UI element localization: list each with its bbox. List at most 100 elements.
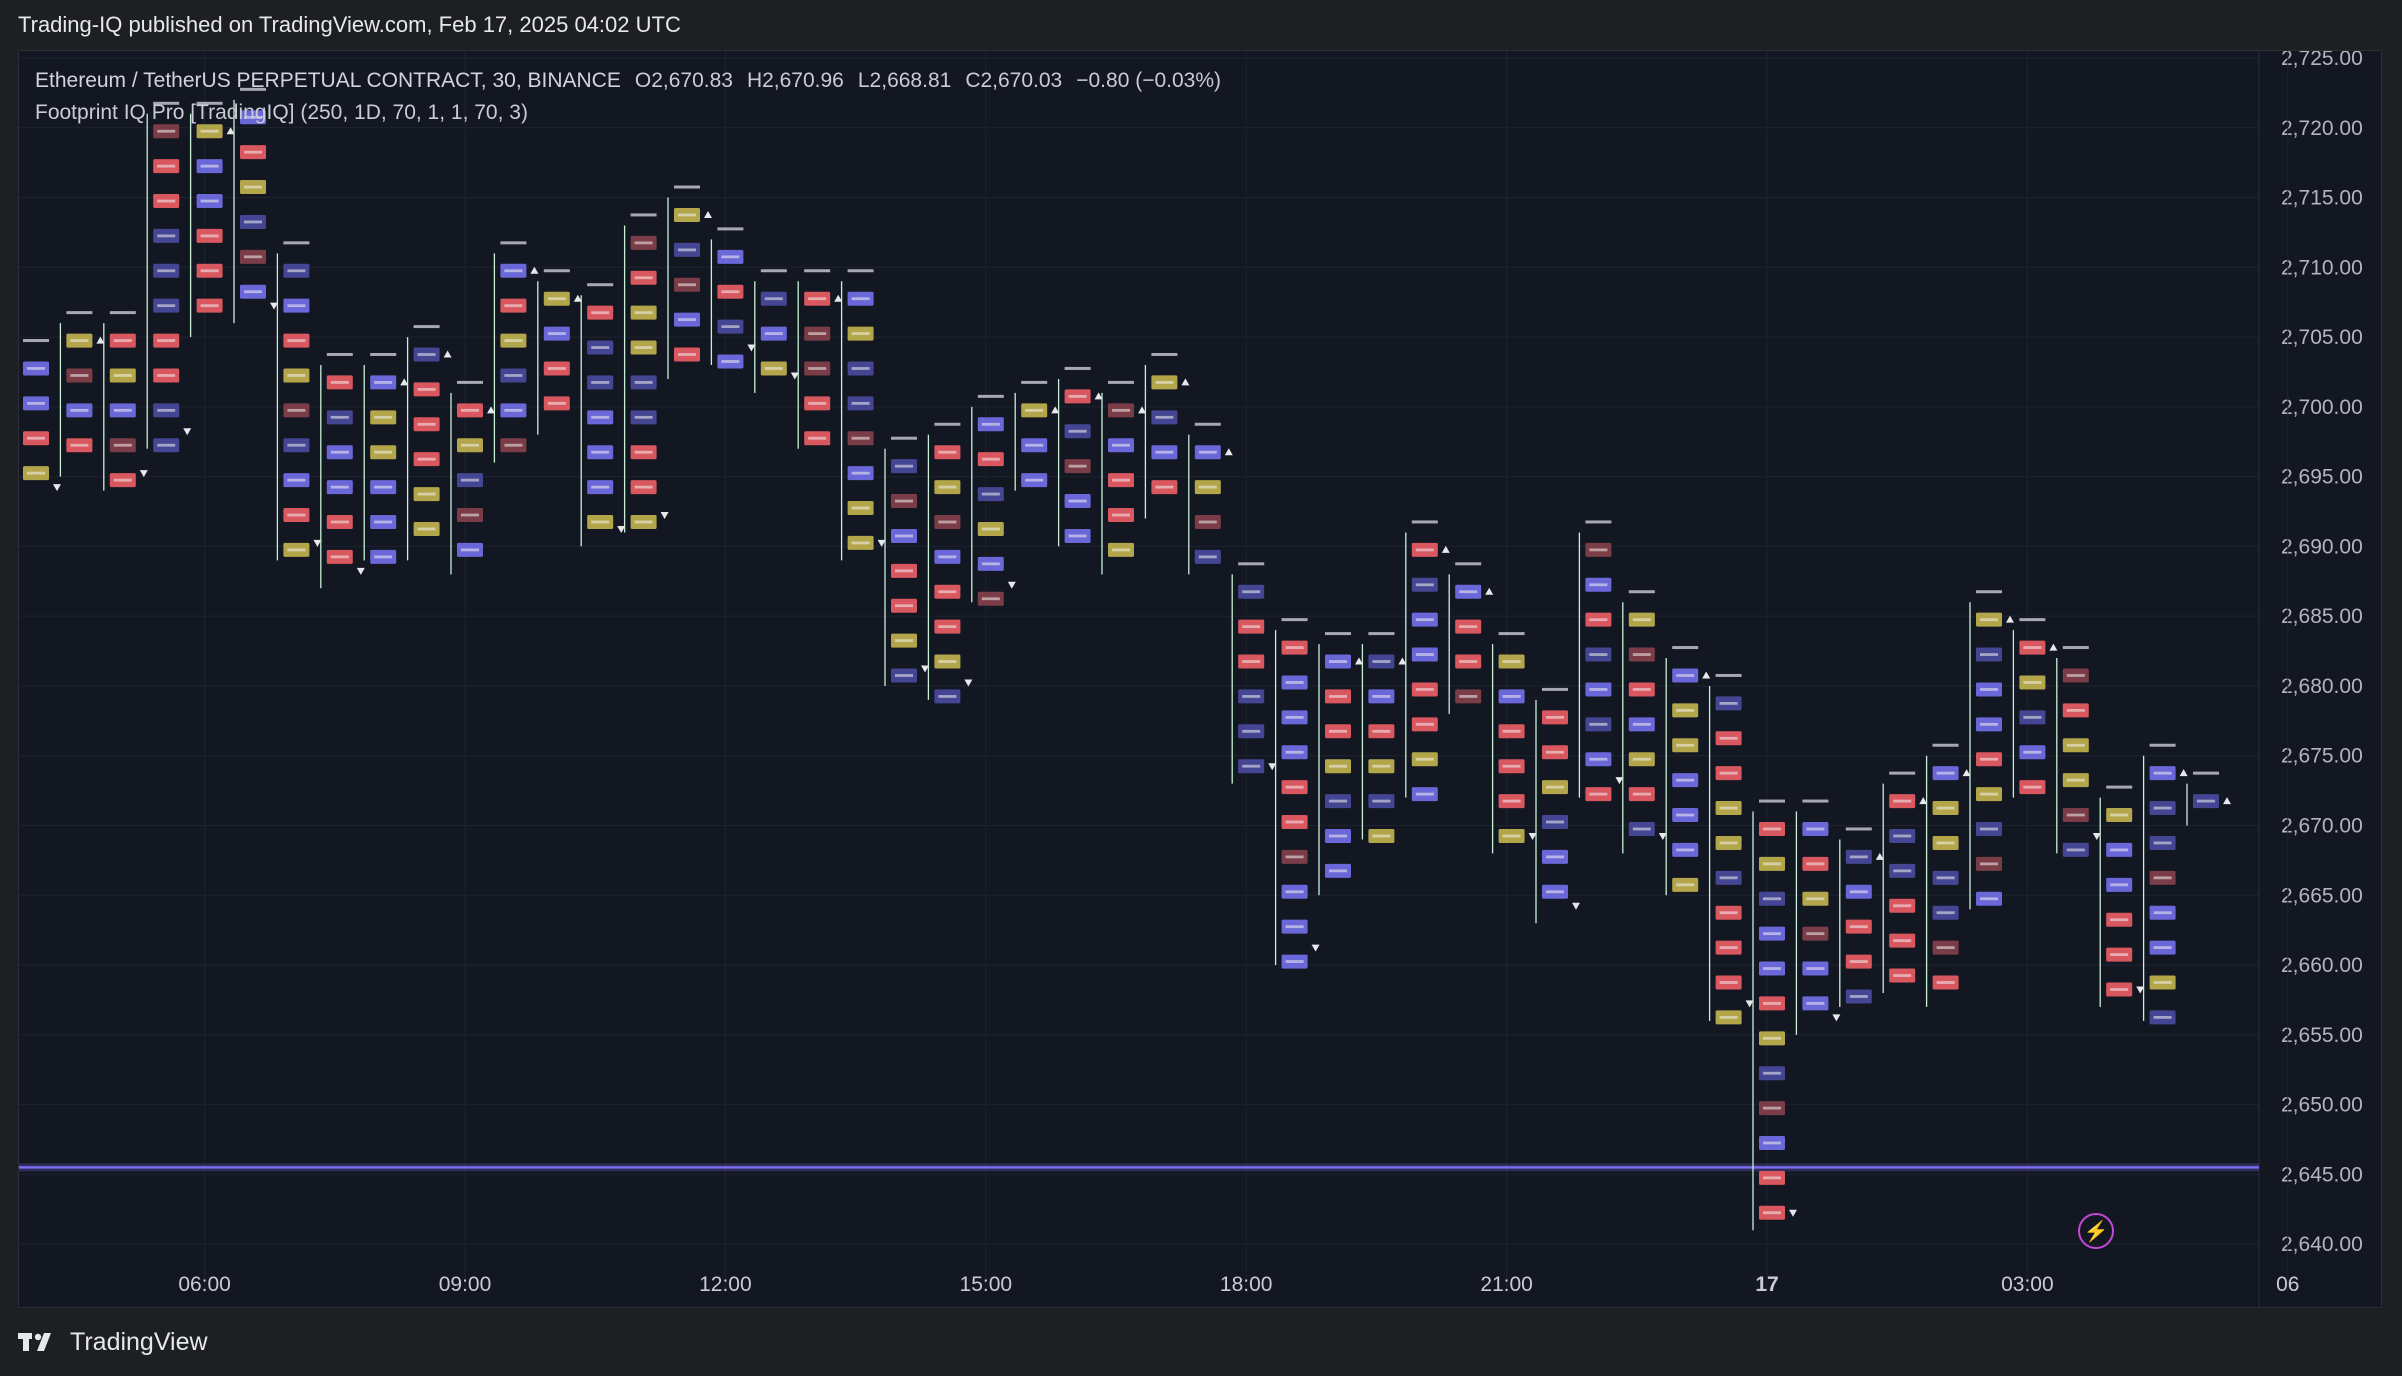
- down-arrow-marker: [877, 539, 886, 547]
- footprint-cell-text: [1893, 799, 1912, 803]
- footprint-chart[interactable]: 2,725.00 2,720.00 2,715.00 2,710.00 2,705.00…: [19, 51, 2381, 1307]
- footprint-cell-text: [1719, 806, 1738, 810]
- footprint-cell-text: [244, 115, 262, 119]
- footprint-cell-text: [1980, 792, 1998, 796]
- footprint-cell-text: [1589, 583, 1608, 587]
- footprint-cell-text: [417, 492, 436, 496]
- price-tick-label: 2,660.00: [2281, 954, 2363, 977]
- chart-pane[interactable]: 2,725.00 2,720.00 2,715.00 2,710.00 2,705.00…: [18, 50, 2382, 1308]
- footprint-cell-text: [591, 450, 610, 454]
- down-arrow-marker: [53, 484, 61, 492]
- publish-info-text: Trading-IQ published on TradingView.com,…: [18, 12, 681, 37]
- footprint-cell-text: [1415, 722, 1434, 726]
- footprint-cell-text: [2023, 715, 2042, 719]
- footprint-cell-text: [200, 234, 219, 238]
- footprint-cell-text: [374, 520, 393, 524]
- footprint-cell-text: [1502, 729, 1521, 733]
- footprint-cell-text: [287, 513, 306, 517]
- footprint-cell-text: [721, 360, 740, 363]
- footprint-cell-text: [157, 199, 176, 203]
- footprint-cell-text: [1849, 855, 1868, 859]
- footprint-cell-text: [1155, 381, 1174, 384]
- up-arrow-marker: [1962, 769, 1971, 777]
- up-arrow-marker: [1181, 378, 1190, 386]
- bar-summary-label: [283, 241, 310, 245]
- footprint-cell-text: [1285, 855, 1304, 859]
- footprint-cell-text: [504, 304, 523, 308]
- footprint-cell-text: [1459, 695, 1478, 698]
- footprint-cell-text: [1632, 618, 1651, 622]
- footprint-cell-text: [200, 164, 219, 168]
- footprint-cell-text: [851, 506, 870, 510]
- footprint-cell-text: [1589, 792, 1608, 796]
- bar-summary-label: [543, 269, 570, 273]
- bar-summary-label: [847, 269, 874, 273]
- footprint-cell-text: [504, 339, 523, 342]
- footprint-cell-text: [1589, 722, 1608, 726]
- footprint-cell-text: [461, 548, 479, 552]
- footprint-cell-text: [1893, 904, 1912, 908]
- down-arrow-marker: [1832, 1014, 1841, 1022]
- footprint-cell-text: [1980, 618, 1998, 622]
- footprint-cell-text: [634, 346, 653, 349]
- footprint-cell-text: [1025, 408, 1044, 412]
- footprint-cell-text: [634, 450, 653, 454]
- footprint-cell-text: [1632, 827, 1651, 831]
- footprint-cell-text: [504, 408, 523, 412]
- bar-summary-label: [760, 269, 787, 273]
- down-arrow-marker: [1528, 832, 1537, 840]
- footprint-cell-text: [1415, 757, 1434, 761]
- bar-summary-label: [717, 227, 744, 231]
- footprint-cell-text: [1285, 681, 1304, 684]
- footprint-cell-text: [764, 297, 783, 301]
- footprint-cell-text: [2066, 674, 2085, 677]
- footprint-cell-text: [895, 499, 913, 503]
- footprint-cell-text: [287, 339, 306, 342]
- tradingview-logo-icon[interactable]: [18, 1330, 58, 1354]
- footprint-cell-text: [1806, 1002, 1825, 1005]
- footprint-cell-text: [1025, 478, 1044, 482]
- footprint-cell-text: [330, 520, 349, 524]
- footprint-cell-text: [1676, 813, 1695, 817]
- up-arrow-marker: [573, 294, 582, 302]
- footprint-cell-text: [1763, 1002, 1781, 1005]
- footprint-cell-text: [1936, 946, 1955, 950]
- footprint-cell-text: [2153, 841, 2172, 845]
- footprint-cell-text: [1415, 688, 1434, 691]
- down-arrow-marker: [617, 525, 626, 533]
- footprint-cell-text: [678, 248, 696, 252]
- footprint-cell-text: [1632, 757, 1651, 761]
- brand-name[interactable]: TradingView: [70, 1327, 208, 1356]
- footprint-cell-text: [1068, 429, 1087, 433]
- footprint-cell-text: [1198, 450, 1217, 454]
- footprint-cell-text: [1763, 1036, 1781, 1040]
- footprint-cell-text: [895, 604, 913, 608]
- bar-summary-label: [1498, 632, 1525, 636]
- footprint-cell-text: [591, 381, 610, 384]
- footer-bar: TradingView: [0, 1308, 2402, 1376]
- price-tick-label: 2,645.00: [2281, 1163, 2363, 1186]
- footprint-cell-text: [1980, 653, 1998, 656]
- footprint-cell-text: [504, 374, 523, 377]
- footprint-cell-text: [1893, 939, 1912, 943]
- up-arrow-marker: [1702, 671, 1711, 679]
- footprint-cell-text: [981, 492, 1000, 496]
- footprint-cell-text: [330, 381, 349, 384]
- bar-summary-label: [630, 213, 657, 217]
- footprint-cell-text: [1936, 841, 1955, 845]
- footprint-cell-text: [27, 471, 45, 475]
- footprint-cell-text: [2066, 778, 2085, 782]
- footprint-cell-text: [1112, 408, 1130, 412]
- lightning-icon[interactable]: ⚡: [2078, 1213, 2114, 1249]
- footprint-cell-text: [1155, 485, 1174, 489]
- footprint-cell-text: [1763, 1106, 1781, 1110]
- up-arrow-marker: [1919, 797, 1928, 805]
- bar-summary-label: [326, 352, 353, 356]
- footprint-cell-text: [157, 129, 176, 133]
- footprint-cell-text: [2110, 953, 2129, 956]
- footprint-cell-text: [1502, 834, 1521, 838]
- footprint-cell-text: [678, 353, 696, 356]
- footprint-cell-text: [113, 339, 132, 342]
- footprint-cell-text: [113, 374, 132, 377]
- footprint-cell-text: [374, 415, 393, 419]
